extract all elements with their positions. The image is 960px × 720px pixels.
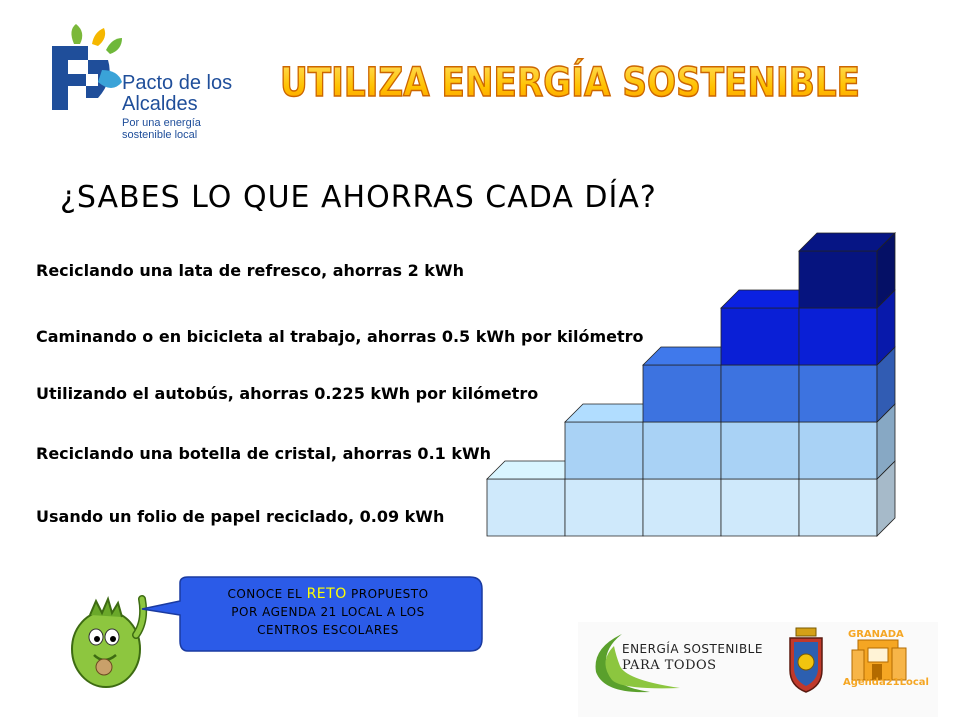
saving-item-glass-bottle: Reciclando una botella de cristal, ahorr… [36, 444, 492, 463]
main-title-text: UTILIZA ENERGÍA SOSTENIBLE [280, 58, 860, 106]
esp-line2: PARA TODOS [622, 658, 717, 673]
energy-swoosh-icon [595, 634, 680, 693]
challenge-line3: CENTROS ESCOLARES [257, 623, 399, 637]
stair-cube-face [564, 478, 644, 537]
stair-cube-face [720, 364, 800, 423]
pacto-logo-icon [52, 24, 122, 110]
stair-cube-side [876, 232, 896, 309]
main-title: UTILIZA ENERGÍA SOSTENIBLE [279, 57, 861, 107]
saving-item-recycled-paper: Usando un folio de papel reciclado, 0.09… [36, 507, 445, 526]
challenge-prefix: CONOCE EL [227, 587, 307, 601]
saving-item-can: Reciclando una lata de refresco, ahorras… [36, 261, 464, 280]
challenge-message: CONOCE EL RETO PROPUESTO POR AGENDA 21 L… [182, 585, 474, 639]
pacto-name-line1: Pacto de los [122, 72, 233, 94]
challenge-suffix: PROPUESTO [346, 587, 429, 601]
stair-cube-face [798, 364, 878, 423]
challenge-line2: POR AGENDA 21 LOCAL A LOS [231, 605, 425, 619]
stair-cube-face [564, 421, 644, 480]
mascot-icon [71, 595, 148, 688]
speech-bubble [141, 576, 483, 652]
saving-item-walking: Caminando o en bicicleta al trabajo, aho… [36, 327, 644, 346]
challenge-highlight: RETO [306, 586, 347, 602]
agenda21-building-icon [851, 639, 907, 681]
stair-cube-face [798, 478, 878, 537]
stair-cube-face [642, 478, 722, 537]
esp-line1: ENERGÍA SOSTENIBLE [622, 642, 763, 656]
pacto-tagline-line2: sostenible local [122, 129, 198, 141]
stair-cube-face [720, 307, 800, 366]
stair-cube-face [486, 478, 566, 537]
challenge-line1: CONOCE EL RETO PROPUESTO [182, 585, 474, 603]
stair-cube-face [720, 421, 800, 480]
stair-cube-face [642, 421, 722, 480]
agenda-label: Agenda21Local [843, 677, 929, 688]
question-heading: ¿SABES LO QUE AHORRAS CADA DÍA? [60, 180, 657, 215]
pacto-name-line2: Alcaldes [122, 93, 198, 115]
coat-of-arms-icon [789, 627, 823, 693]
stair-cube-face [720, 478, 800, 537]
stair-cube-face [642, 364, 722, 423]
stair-cube-face [798, 250, 878, 309]
stair-cube-face [798, 307, 878, 366]
energy-staircase [486, 232, 896, 537]
agenda-city-label: GRANADA [848, 629, 904, 640]
pacto-tagline-line1: Por una energía [122, 117, 201, 129]
saving-item-bus: Utilizando el autobús, ahorras 0.225 kWh… [36, 384, 539, 403]
pacto-logo: Pacto de los Alcaldes Por una energía so… [46, 24, 246, 141]
stair-cube-face [798, 421, 878, 480]
